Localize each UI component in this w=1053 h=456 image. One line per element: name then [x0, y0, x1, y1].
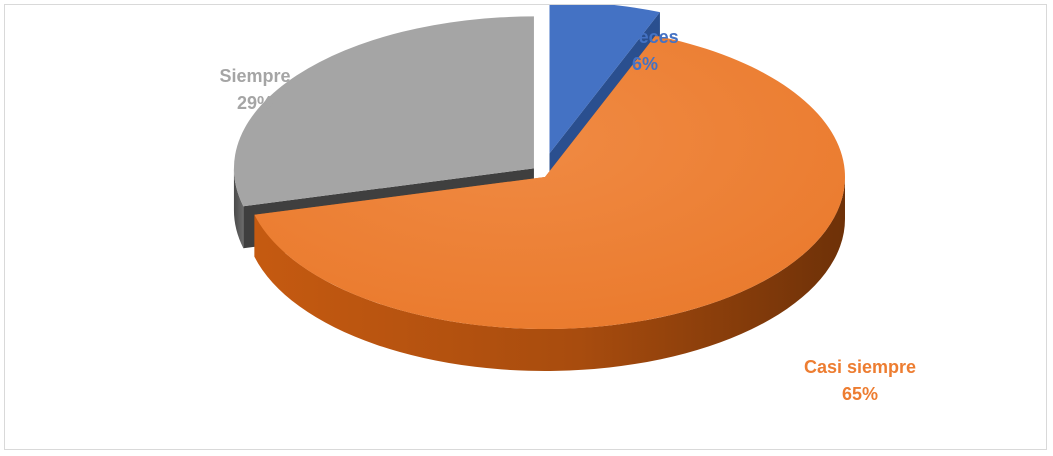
slice-label-a-veces: A veces [611, 27, 678, 47]
pie-slice-side-siempre-0 [233, 168, 244, 249]
chart-frame: A veces 6% Casi siempre 65% Siempre 29% [4, 4, 1047, 450]
pie-slice-casi-siempre [254, 35, 846, 371]
pie-slice-top-a-veces [549, 5, 660, 154]
pie-slice-top-casi-siempre [254, 35, 846, 329]
slice-percent-siempre: 29% [237, 93, 273, 113]
pie-slice-top-siempre [233, 16, 534, 207]
slice-label-siempre: Siempre [219, 66, 290, 86]
slice-percent-casi-siempre: 65% [842, 384, 878, 404]
pie-chart: A veces 6% Casi siempre 65% Siempre 29% [219, 5, 916, 404]
pie-slice-side-casi-siempre-0 [254, 177, 845, 371]
slice-percent-a-veces: 6% [632, 54, 658, 74]
slice-label-casi-siempre: Casi siempre [804, 357, 916, 377]
